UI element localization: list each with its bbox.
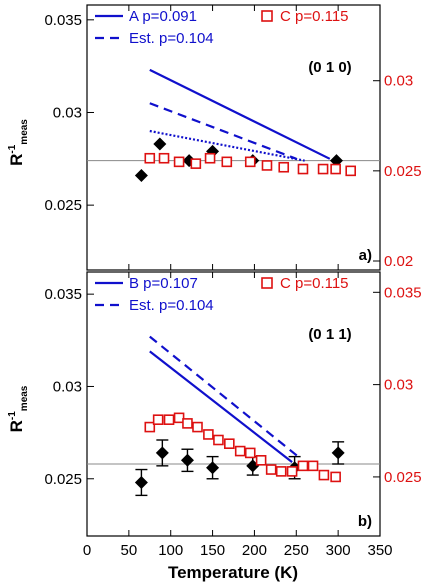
- data-point-diamond: [206, 461, 220, 475]
- data-point-square: [345, 165, 357, 177]
- x-tick-label: 350: [367, 542, 392, 559]
- data-point-square: [244, 156, 256, 168]
- panel-b: 0.035 0.03 0.025 0.035 0.03 0.025 R-1meas B p=0…: [7, 271, 422, 537]
- legend-label: Est. p=0.104: [129, 30, 214, 47]
- x-axis: 0 50 100 150 200 250 300 350: [83, 542, 393, 559]
- data-point-square: [190, 158, 202, 169]
- x-axis-title: Temperature (K): [168, 563, 298, 582]
- legend-swatch-square: [261, 277, 273, 289]
- x-tick-label: 150: [200, 542, 225, 559]
- panel-label: b): [358, 513, 372, 530]
- data-point-square: [255, 455, 267, 466]
- right-tick-label: 0.025: [384, 469, 422, 486]
- left-tick-label: 0.035: [44, 12, 82, 29]
- data-point-square: [224, 438, 235, 449]
- y-axis-title: R-1meas: [7, 385, 30, 432]
- data-point-square: [213, 434, 224, 446]
- data-point-square: [144, 421, 156, 433]
- data-point-square: [307, 460, 319, 472]
- data-point-diamond: [331, 446, 345, 460]
- data-point-square: [318, 469, 330, 481]
- series-line-dashed: [149, 102, 297, 160]
- x-tick-label: 100: [158, 542, 183, 559]
- left-tick-label: 0.035: [44, 286, 82, 303]
- data-point-square: [330, 163, 341, 175]
- left-tick-label: 0.025: [44, 471, 82, 488]
- data-point-square: [144, 152, 156, 164]
- data-point-square: [203, 429, 214, 440]
- data-point-square: [275, 466, 287, 477]
- y-axis-title-sup: -1: [7, 144, 18, 153]
- data-point-square: [192, 421, 203, 433]
- data-point-diamond: [180, 453, 194, 467]
- right-tick-label: 0.03: [384, 73, 413, 90]
- data-point-square: [221, 156, 233, 168]
- y-axis-title-sup: -1: [7, 411, 18, 420]
- legend-label: A p=0.091: [129, 8, 197, 25]
- data-point-diamond: [134, 168, 148, 182]
- y-axis-title-sub: meas: [19, 119, 30, 145]
- data-point-square: [204, 152, 216, 164]
- data-point-diamond: [153, 137, 167, 151]
- left-tick-label: 0.03: [53, 104, 82, 121]
- legend-label: Est. p=0.104: [129, 297, 214, 314]
- right-tick-label: 0.02: [384, 253, 413, 270]
- data-point-square: [297, 460, 309, 472]
- data-point-square: [234, 445, 246, 457]
- legend-label: B p=0.107: [129, 275, 198, 292]
- plot-frame: [86, 4, 381, 271]
- right-tick-label: 0.03: [384, 377, 413, 394]
- data-point-square: [173, 412, 185, 424]
- x-tick-label: 200: [242, 542, 267, 559]
- panel-label: a): [359, 247, 372, 264]
- series-line-solid: [149, 350, 293, 464]
- legend-swatch-square: [261, 10, 273, 22]
- data-point-square: [163, 414, 175, 425]
- left-tick-label: 0.025: [44, 197, 82, 214]
- orientation-label: (0 1 0): [308, 59, 351, 76]
- right-tick-label: 0.035: [384, 284, 422, 301]
- data-point-square: [152, 414, 164, 425]
- data-point-square: [297, 163, 309, 175]
- y-axis-title-sub: meas: [19, 385, 30, 411]
- orientation-label: (0 1 1): [308, 326, 351, 343]
- plot-frame: [86, 271, 381, 537]
- series-line-solid: [149, 68, 331, 160]
- y-axis-title-main: R: [7, 420, 26, 432]
- data-point-square: [158, 152, 170, 164]
- data-point-square: [317, 163, 329, 175]
- panel-a: 0.035 0.03 0.025 0.03 0.025 0.02 R-1meas A p=0.…: [7, 4, 422, 271]
- x-tick-label: 0: [83, 542, 91, 559]
- data-point-diamond: [134, 475, 148, 489]
- x-tick-label: 250: [284, 542, 309, 559]
- data-point-square: [173, 156, 185, 168]
- data-point-square: [330, 471, 341, 483]
- right-tick-label: 0.025: [384, 163, 422, 180]
- legend-label: C p=0.115: [280, 275, 349, 292]
- legend-label: C p=0.115: [280, 8, 349, 25]
- left-tick-label: 0.03: [53, 378, 82, 395]
- x-tick-label: 50: [121, 542, 138, 559]
- data-point-square: [261, 160, 273, 171]
- data-point-square: [265, 464, 277, 475]
- data-point-square: [286, 466, 298, 477]
- y-axis-title-main: R: [7, 154, 26, 166]
- y-axis-title: R-1meas: [7, 119, 30, 166]
- x-tick-label: 300: [326, 542, 351, 559]
- data-point-square: [278, 161, 290, 173]
- series-line-dashed: [149, 335, 302, 460]
- data-point-square: [182, 418, 193, 429]
- data-point-square: [244, 447, 256, 459]
- data-point-diamond: [155, 446, 169, 460]
